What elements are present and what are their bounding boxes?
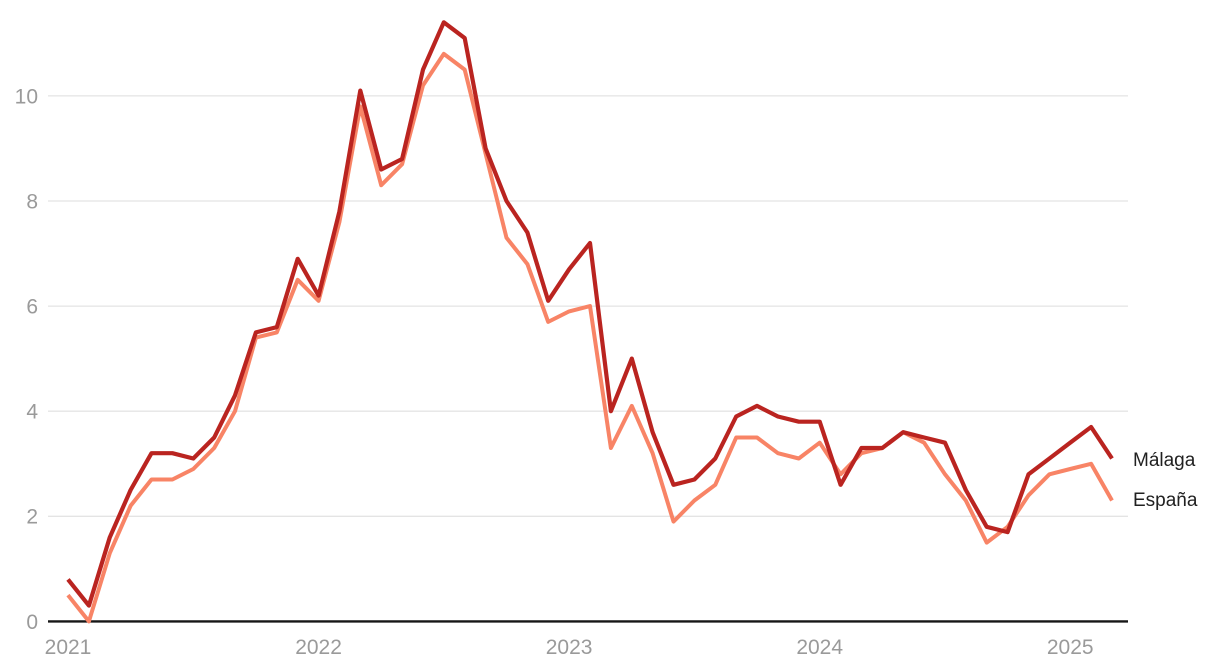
y-tick-label: 4 (26, 401, 38, 424)
x-tick-label: 2024 (796, 636, 843, 659)
y-tick-label: 0 (26, 611, 38, 634)
x-tick-label: 2022 (295, 636, 342, 659)
y-tick-label: 2 (26, 506, 38, 529)
x-tick-label: 2025 (1047, 636, 1094, 659)
espana-line (66, 51, 1114, 624)
y-axis-labels: 0 2 4 6 8 10 (15, 85, 39, 634)
x-tick-label: 2023 (546, 636, 593, 659)
y-tick-label: 10 (15, 85, 38, 108)
gridlines (48, 95, 1128, 623)
x-axis-labels: 2021 2022 2023 2024 2025 (45, 636, 1094, 659)
y-tick-label: 6 (26, 295, 38, 318)
series-label-malaga: Málaga (1133, 450, 1196, 471)
malaga-line (66, 20, 1114, 608)
y-tick-label: 8 (26, 190, 38, 213)
x-tick-label: 2021 (45, 636, 92, 659)
series-label-espana: España (1133, 490, 1198, 511)
